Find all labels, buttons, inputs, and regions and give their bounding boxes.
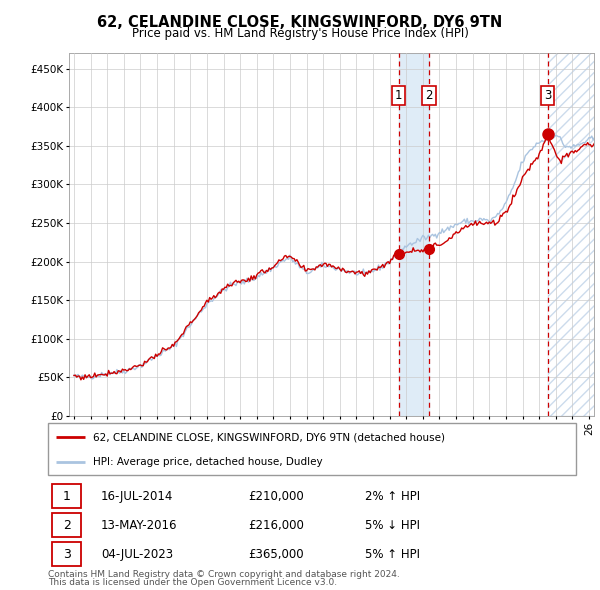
Text: 04-JUL-2023: 04-JUL-2023 [101,548,173,561]
Text: 62, CELANDINE CLOSE, KINGSWINFORD, DY6 9TN: 62, CELANDINE CLOSE, KINGSWINFORD, DY6 9… [97,15,503,30]
Text: 3: 3 [544,89,551,102]
Text: 13-MAY-2016: 13-MAY-2016 [101,519,178,532]
FancyBboxPatch shape [52,484,81,508]
Text: £210,000: £210,000 [248,490,304,503]
FancyBboxPatch shape [52,542,81,566]
Text: £216,000: £216,000 [248,519,305,532]
Text: 5% ↓ HPI: 5% ↓ HPI [365,519,420,532]
Text: 2: 2 [425,89,433,102]
Text: 2% ↑ HPI: 2% ↑ HPI [365,490,420,503]
FancyBboxPatch shape [52,513,81,537]
Text: £365,000: £365,000 [248,548,304,561]
Text: 62, CELANDINE CLOSE, KINGSWINFORD, DY6 9TN (detached house): 62, CELANDINE CLOSE, KINGSWINFORD, DY6 9… [93,432,445,442]
Text: 1: 1 [395,89,403,102]
Text: 3: 3 [63,548,71,561]
FancyBboxPatch shape [48,423,576,475]
Text: 16-JUL-2014: 16-JUL-2014 [101,490,173,503]
Bar [398,53,429,416]
Text: HPI: Average price, detached house, Dudley: HPI: Average price, detached house, Dudl… [93,457,323,467]
Text: Price paid vs. HM Land Registry's House Price Index (HPI): Price paid vs. HM Land Registry's House … [131,27,469,40]
Text: Contains HM Land Registry data © Crown copyright and database right 2024.: Contains HM Land Registry data © Crown c… [48,570,400,579]
Text: This data is licensed under the Open Government Licence v3.0.: This data is licensed under the Open Gov… [48,578,337,587]
Text: 5% ↑ HPI: 5% ↑ HPI [365,548,420,561]
Text: 1: 1 [63,490,71,503]
Text: 2: 2 [63,519,71,532]
